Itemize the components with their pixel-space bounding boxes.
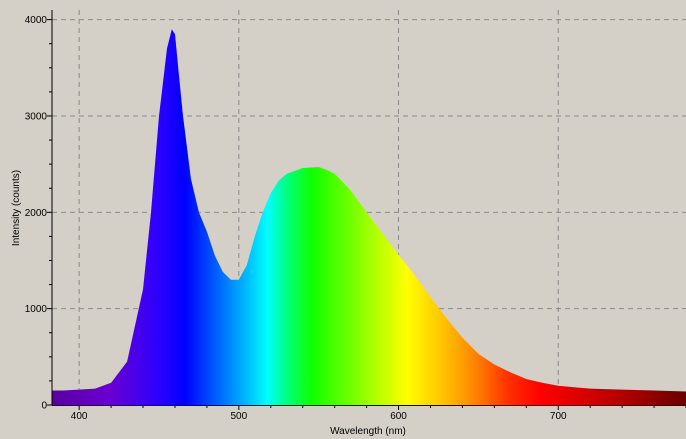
x-tick-label: 500 — [231, 411, 248, 422]
x-tick-label: 600 — [390, 411, 407, 422]
tick-labels: 0 1000 2000 3000 4000 400 500 600 700 — [25, 15, 567, 422]
y-tick-label: 4000 — [25, 15, 48, 26]
y-tick-label: 3000 — [25, 111, 48, 122]
y-tick-label: 1000 — [25, 304, 48, 315]
x-axis-title: Wavelength (nm) — [330, 426, 406, 437]
y-tick-label: 2000 — [25, 208, 48, 219]
y-axis-title: Intensity (counts) — [11, 170, 22, 246]
x-tick-label: 700 — [550, 411, 567, 422]
axes — [47, 10, 686, 410]
spectrum-area — [52, 29, 686, 406]
y-tick-label: 0 — [41, 401, 47, 412]
x-tick-label: 400 — [71, 411, 88, 422]
